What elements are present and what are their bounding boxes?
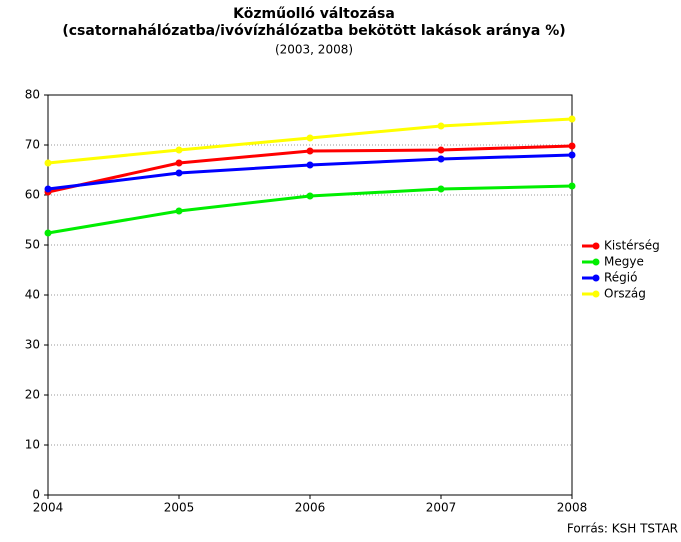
x-tick-label: 2005 (164, 501, 195, 515)
y-tick-label: 20 (25, 388, 40, 402)
x-tick-label: 2007 (426, 501, 457, 515)
x-tick-label: 2004 (33, 501, 64, 515)
y-tick-label: 60 (25, 188, 40, 202)
legend-label: Ország (604, 287, 646, 301)
x-tick-label: 2008 (557, 501, 588, 515)
source: Forrás: KSH TSTAR (567, 522, 678, 536)
point (437, 155, 445, 163)
point (568, 151, 576, 159)
plot-frame (47, 94, 573, 496)
y-tick-label: 30 (25, 338, 40, 352)
point (568, 182, 576, 190)
chart-subtitle: (2003, 2008) (275, 43, 353, 57)
legend-label: Megye (604, 255, 644, 269)
point (175, 159, 183, 167)
chart-title: Közműolló változása (233, 6, 395, 22)
point (175, 146, 183, 154)
point (306, 147, 314, 155)
y-tick-label: 40 (25, 288, 40, 302)
point (44, 185, 52, 193)
y-tick-label: 0 (32, 488, 40, 502)
point (306, 192, 314, 200)
y-tick-label: 50 (25, 238, 40, 252)
point (175, 169, 183, 177)
y-tick-label: 80 (25, 88, 40, 102)
point (306, 134, 314, 142)
chart-title: (csatornahálózatba/ivóvízhálózatba beköt… (62, 23, 565, 39)
point (568, 142, 576, 150)
point (437, 146, 445, 154)
point (175, 207, 183, 215)
point (44, 229, 52, 237)
x-tick-label: 2006 (295, 501, 326, 515)
line (47, 153, 573, 191)
legend-swatch (592, 274, 600, 282)
y-tick-label: 70 (25, 138, 40, 152)
legend-swatch (592, 258, 600, 266)
point (44, 159, 52, 167)
point (437, 185, 445, 193)
legend-label: Régió (604, 271, 637, 285)
y-tick-label: 10 (25, 438, 40, 452)
point (306, 161, 314, 169)
legend-swatch (592, 290, 600, 298)
legend-swatch (592, 242, 600, 250)
point (568, 115, 576, 123)
legend-label: Kistérség (604, 239, 660, 253)
point (437, 122, 445, 130)
